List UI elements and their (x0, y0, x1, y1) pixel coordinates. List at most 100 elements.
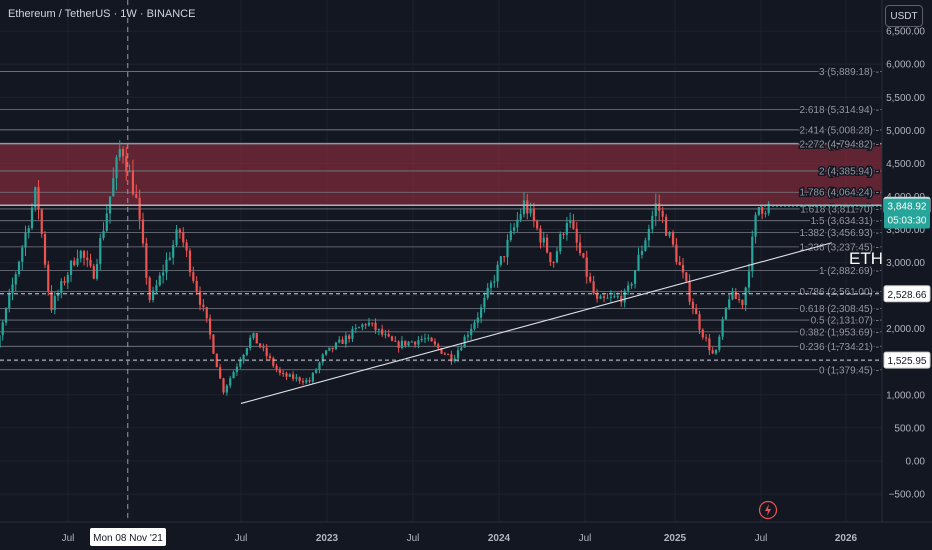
candle-body (473, 322, 476, 329)
candle-body (470, 328, 473, 336)
time-tick-label: 2026 (835, 533, 858, 544)
candle-body (99, 238, 102, 265)
candle-body (658, 203, 661, 211)
candle-body (105, 213, 108, 231)
candle-body (37, 187, 40, 210)
candle-body (0, 335, 1, 348)
candle-body (483, 297, 486, 308)
candle-body (60, 281, 63, 294)
candle-body (232, 371, 235, 379)
candle-body (562, 233, 565, 235)
candle-body (79, 251, 82, 259)
candle-body (148, 277, 151, 300)
candle-body (131, 170, 135, 195)
candle-body (522, 200, 526, 215)
candle-body (334, 342, 338, 350)
candle-body (407, 341, 410, 346)
fib-level-label: 1.786 (4,064.24) - (800, 188, 880, 199)
candle-body (125, 156, 128, 172)
candle-body (377, 329, 380, 331)
candle-body (278, 369, 281, 373)
candle-body (410, 341, 413, 343)
candle-body (479, 307, 483, 318)
candle-body (291, 374, 295, 379)
candle-body (56, 293, 60, 297)
price-tick-label: 500.00 (894, 423, 925, 434)
candle-body (572, 220, 575, 229)
candle-body (456, 350, 460, 359)
candle-body (121, 149, 125, 157)
candle-body (73, 260, 76, 266)
candle-body (644, 240, 647, 252)
currency-button[interactable]: USDT (885, 5, 923, 27)
time-tick-label: Jul (755, 533, 768, 544)
lightning-icon[interactable] (758, 500, 778, 520)
candle-body (420, 339, 423, 341)
candle-body (678, 262, 681, 266)
candle-body (321, 354, 324, 363)
trendline (240, 242, 832, 404)
candle-body (651, 216, 654, 229)
candle-body (341, 339, 344, 344)
candle-body (258, 343, 262, 348)
candle-body (344, 335, 347, 344)
candle-body (47, 264, 50, 292)
candle-body (192, 272, 195, 281)
candle-body (175, 229, 178, 245)
candle-body (724, 307, 727, 320)
candle-body (542, 237, 545, 243)
candle-body (112, 178, 115, 197)
candle-body (447, 354, 450, 356)
candle-body (747, 271, 751, 288)
time-tick-label: Jul (235, 533, 248, 544)
candle-body (705, 337, 708, 339)
candle-body (265, 347, 268, 357)
candle-body (202, 304, 205, 307)
candle-body (582, 253, 585, 258)
candle-body (433, 341, 437, 345)
candle-body (741, 299, 744, 306)
candle-body (397, 341, 400, 348)
candle-body (695, 308, 698, 315)
candle-body (69, 260, 73, 276)
candle-body (578, 242, 582, 254)
candle-body (381, 329, 384, 335)
candle-body (437, 344, 440, 349)
candle-body (295, 377, 298, 379)
crosshair-date-label: Mon 08 Nov '21 (93, 533, 163, 544)
candle-body (364, 324, 367, 326)
candle-body (138, 197, 141, 220)
fib-level-label: 0.5 (2,131.07) - (811, 316, 879, 327)
candle-body (698, 314, 701, 330)
candle-body (592, 281, 595, 294)
candle-body (245, 348, 248, 355)
candle-body (275, 365, 278, 370)
candle-body (128, 170, 131, 172)
candle-body (361, 324, 364, 328)
price-tag-box (883, 285, 931, 303)
candle-body (282, 372, 285, 374)
symbol-title[interactable]: Ethereum / TetherUS · 1W · BINANCE (8, 8, 196, 20)
candle-body (182, 232, 185, 243)
candle-body (549, 252, 552, 262)
candle-body (496, 264, 499, 282)
fib-level-label: 0.382 (1,953.69) - (800, 327, 880, 338)
fib-level-label: 1.5 (3,634.31) - (811, 216, 879, 227)
candle-body (647, 228, 650, 241)
candle-body (95, 264, 99, 279)
crosshair-date-box (90, 528, 166, 546)
time-tick-label: 2024 (488, 533, 511, 544)
candle-body (315, 369, 318, 373)
candle-body (285, 373, 288, 377)
candle-body (675, 244, 678, 263)
fib-level-label: 0 (1,379.45) - (819, 365, 879, 376)
candle-body (414, 341, 417, 345)
candle-body (476, 317, 479, 323)
grid-group (0, 0, 882, 522)
candle-body (640, 251, 644, 255)
candle-body (681, 265, 685, 273)
candle-body (536, 221, 539, 229)
candle-body (460, 347, 463, 351)
